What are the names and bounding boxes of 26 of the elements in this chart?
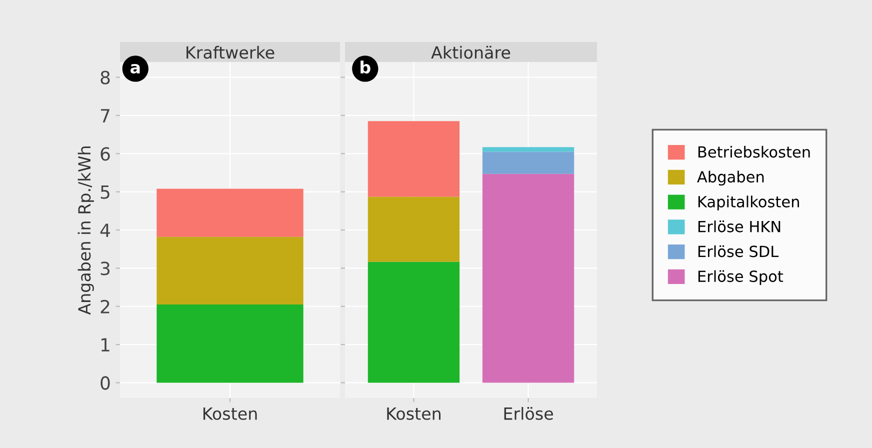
legend-label: Erlöse SDL: [698, 245, 779, 258]
legend-label: Abgaben: [697, 170, 764, 186]
x-tick-label: Kosten: [387, 408, 440, 420]
legend-label: Erlöse Spot: [698, 270, 784, 286]
bar: [156, 236, 304, 304]
y-tick-label: 6: [100, 147, 110, 161]
chart-title: Aktionäre: [431, 46, 510, 59]
annotation: b: [360, 60, 370, 74]
legend-label: Kapitalkosten: [698, 196, 799, 210]
x-tick-label: Erlöse: [504, 407, 553, 420]
y-tick-label: 5: [100, 186, 110, 199]
x-tick-label: Kosten: [203, 408, 257, 420]
y-tick-label: 3: [100, 262, 110, 276]
bar: [156, 304, 304, 383]
legend-label: Erlöse HKN: [698, 220, 780, 232]
y-tick-label: 7: [100, 109, 110, 122]
y-axis-title: Angaben in Rp./kWh: [78, 146, 94, 315]
chart-title: Kraftwerke: [186, 46, 274, 59]
y-tick-label: 4: [100, 224, 110, 237]
y-tick-label: 0: [100, 376, 110, 390]
y-tick-label: 8: [100, 70, 110, 84]
legend-label: Betriebskosten: [698, 146, 810, 158]
y-tick-label: 2: [100, 300, 110, 314]
annotation: a: [130, 64, 140, 74]
y-tick-label: 1: [101, 338, 110, 352]
bar: [156, 188, 304, 237]
